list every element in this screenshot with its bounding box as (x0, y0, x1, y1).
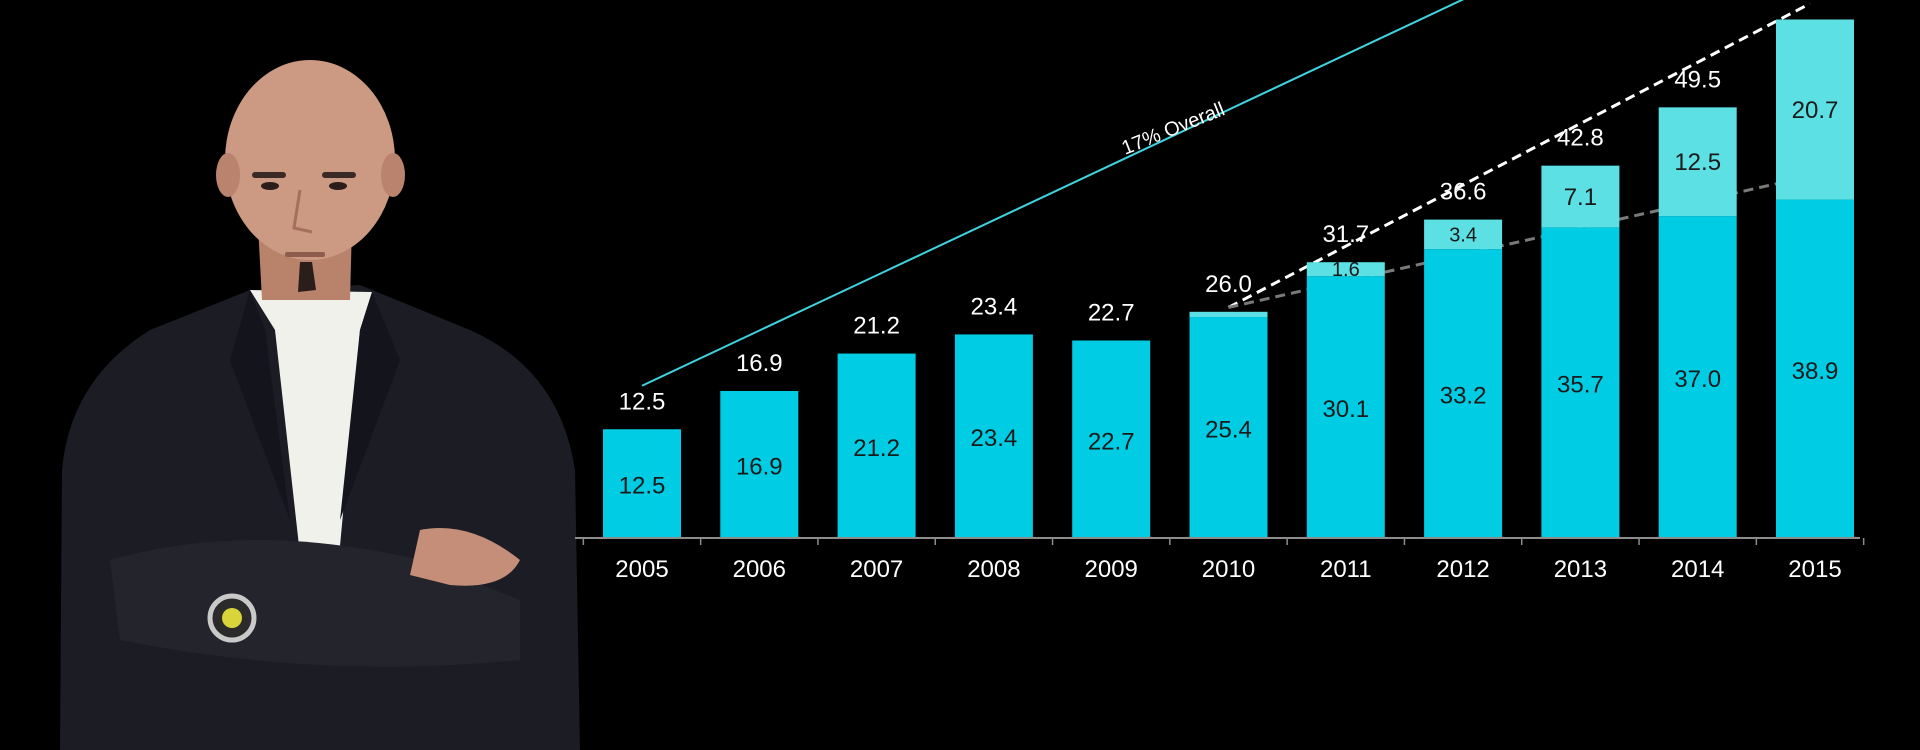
bar-value-label: 22.7 (1088, 428, 1135, 455)
bar-base-2009 (1072, 340, 1151, 538)
bar-top-2013 (1541, 165, 1620, 228)
bar-total-label: 21.2 (853, 313, 900, 340)
lapel-left (230, 290, 290, 520)
bar-top-value-label: 3.4 (1449, 224, 1477, 246)
x-tick-label-2010: 2010 (1202, 556, 1255, 583)
bar-base-2015 (1776, 199, 1854, 538)
bar-top-value-label: 20.7 (1792, 97, 1839, 124)
bar-total-label: 26.0 (1205, 271, 1252, 298)
x-tick-label-2014: 2014 (1671, 556, 1724, 583)
head (225, 60, 395, 260)
bar-top-value-label: 12.5 (1674, 149, 1721, 176)
trend-line-overall (641, 0, 1465, 387)
x-tick-label-2009: 2009 (1085, 556, 1138, 583)
x-tick-label-2008: 2008 (967, 556, 1020, 583)
bar-value-label: 33.2 (1440, 383, 1487, 410)
x-axis-ticks: 2005 2006 2007 2008 2009 2010 2011 2012 2013 2014… (582, 538, 1865, 583)
bar-total-label: 16.9 (736, 350, 783, 377)
bars (603, 19, 1854, 538)
x-tick-label-2007: 2007 (850, 556, 903, 583)
bar-total-label: 12.5 (619, 388, 666, 415)
growth-annotation: 17% Overall (1119, 98, 1228, 159)
x-tick-label-2006: 2006 (733, 556, 786, 583)
bar-value-label: 25.4 (1205, 417, 1252, 444)
bar-total-label: 31.7 (1322, 221, 1369, 248)
x-tick-label-2013: 2013 (1554, 556, 1607, 583)
bar-base-2012 (1424, 249, 1503, 538)
bar-value-label: 37.0 (1674, 366, 1721, 393)
bar-base-2008 (954, 334, 1033, 538)
bar-total-label: 42.8 (1557, 125, 1604, 152)
bar-base-2007 (837, 353, 916, 538)
person-photo (60, 60, 580, 750)
data-labels: 12.5 12.5 16.9 16.9 21.2 21.2 23.4 23.4 22.7 22.7… (619, 66, 1839, 499)
bar-value-label: 30.1 (1322, 396, 1369, 423)
bar-value-label: 38.9 (1792, 358, 1839, 385)
bar-top-2011 (1306, 262, 1385, 277)
x-tick-label-2012: 2012 (1436, 556, 1489, 583)
x-tick-label-2005: 2005 (615, 556, 668, 583)
bar-top-2014 (1658, 107, 1737, 217)
bar-total-label: 49.5 (1674, 66, 1721, 93)
bar-total-label: 22.7 (1088, 300, 1135, 327)
bar-value-label: 21.2 (853, 435, 900, 462)
x-tick-label-2011: 2011 (1320, 556, 1372, 583)
bar-top-2012 (1424, 219, 1503, 250)
lapel-right (340, 292, 400, 520)
bar-base-2013 (1541, 227, 1620, 538)
bar-base-2005 (603, 429, 681, 538)
bar-top-value-label: 1.6 (1332, 259, 1360, 281)
bar-total-label: 36.6 (1440, 179, 1487, 206)
trend-line-dashed-white (1227, 2, 1811, 309)
bar-total-label: 23.4 (971, 293, 1018, 320)
bar-base-2010 (1189, 317, 1268, 538)
bar-base-2011 (1306, 276, 1385, 538)
bar-top-2010 (1189, 311, 1268, 318)
shirt-shape (250, 290, 372, 600)
bar-value-label: 16.9 (736, 453, 783, 480)
bar-value-label: 23.4 (971, 425, 1018, 452)
bar-value-label: 35.7 (1557, 372, 1604, 399)
bar-top-value-label: 7.1 (1564, 184, 1597, 211)
bar-base-2006 (720, 390, 799, 538)
bar-base-2014 (1658, 216, 1737, 538)
x-tick-label-2015: 2015 (1788, 556, 1841, 583)
bar-top-2015 (1776, 19, 1854, 200)
bar-value-label: 12.5 (619, 473, 666, 500)
hand (410, 528, 520, 586)
